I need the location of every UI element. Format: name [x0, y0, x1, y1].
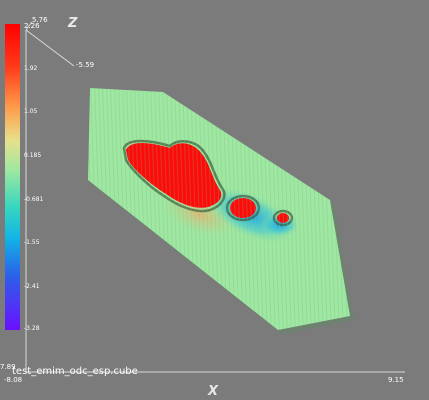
- y-axis-bottom-value: 7.89: [0, 363, 16, 371]
- y-axis-top-value: 5.76: [32, 16, 48, 24]
- colorbar-tick-label: 0.185: [24, 152, 42, 159]
- z-axis-label: Z: [68, 16, 78, 31]
- x-axis-min-value: -8.08: [4, 376, 23, 384]
- colorbar-tick-label: -2.41: [24, 283, 40, 290]
- colorbar-tick-label: -1.55: [24, 239, 40, 246]
- esp-isosurface: [88, 88, 354, 334]
- x-axis-label: X: [208, 384, 219, 399]
- y-axis-side-value: -5.59: [76, 61, 95, 69]
- x-axis-max-value: 9.15: [388, 376, 404, 384]
- colorbar-max-label: 2.26: [24, 22, 40, 30]
- colorbar-tick-label: -0.681: [24, 196, 44, 203]
- file-name-label: test_emim_odc_esp.cube: [12, 366, 138, 377]
- axis-lines: [25, 21, 405, 373]
- colorbar-tick-label: -3.28: [24, 325, 40, 332]
- colorbar-tick-label: 1.92: [24, 65, 38, 72]
- color-scale-bar: [5, 24, 20, 330]
- colorbar-tick-label: 1.05: [24, 108, 38, 115]
